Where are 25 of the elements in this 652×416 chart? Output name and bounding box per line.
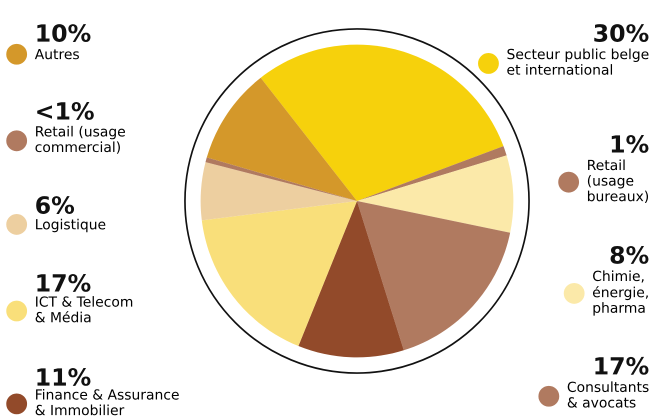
legend-label: Consultants & avocats [568,381,649,408]
pie-slice [206,78,357,201]
pie-slice [298,201,404,358]
data-label: 11% [37,368,90,386]
pie-slice [260,44,504,201]
legend-label: Secteur public belge et international [507,48,648,75]
pie-slice [206,157,357,201]
data-label: 17% [595,356,648,375]
data-label: 1% [612,135,648,153]
data-label: 10% [37,24,90,42]
legend-label: Autres [34,48,79,60]
data-label: 17% [37,274,90,292]
pie-slice [200,162,357,220]
data-label: 6% [36,196,74,214]
legend-label: Chimie, énergie, pharma [592,270,648,316]
pie-slice [202,201,357,346]
legend-label: Logistique [36,218,106,232]
pie-slice [357,155,514,233]
data-label: 8% [610,246,648,264]
legend-label: Retail (usage bureaux) [588,159,648,203]
legend-label: Retail (usage commercial) [35,126,125,154]
legend-label: ICT & Telecom & Média [36,296,132,322]
data-label: 30% [594,24,648,42]
legend-label: Finance & Assurance & Immobilier [36,388,179,416]
data-label: <1% [37,102,94,120]
